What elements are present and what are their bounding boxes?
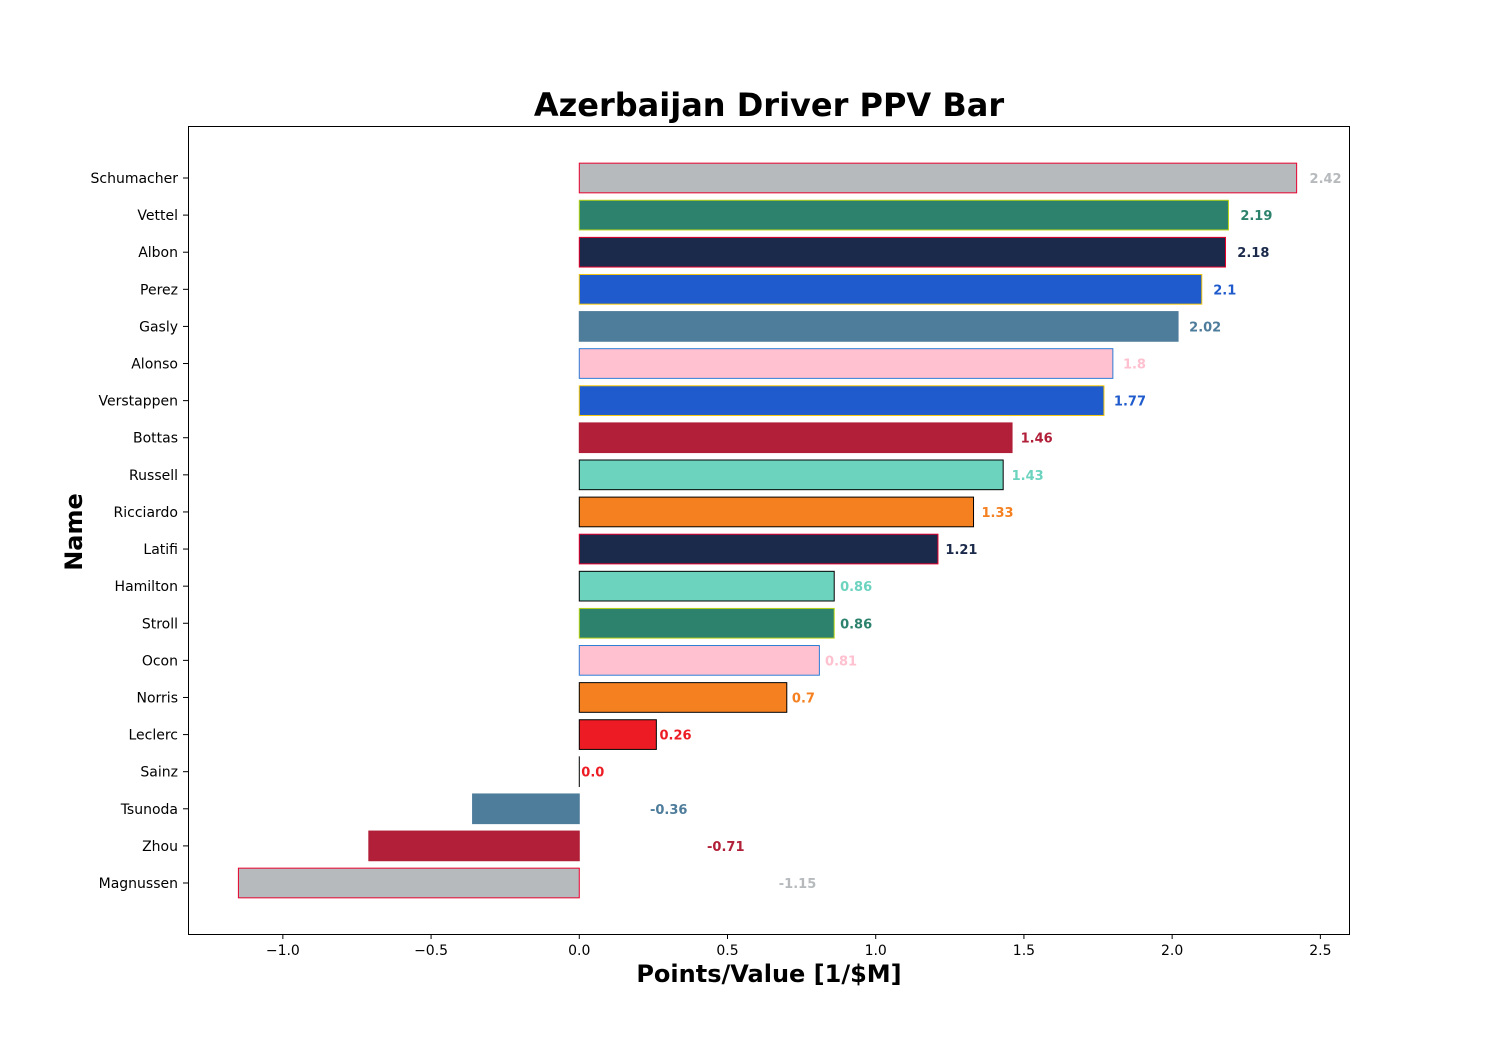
y-axis-label: Name: [60, 493, 88, 571]
y-tick-label: Ocon: [142, 653, 178, 669]
bar-alonso: [578, 348, 1114, 379]
y-tick-label: Verstappen: [99, 394, 178, 410]
chart-title: Azerbaijan Driver PPV Bar: [533, 86, 1005, 124]
x-tick-label: −1.0: [266, 943, 300, 959]
bar-russell: [578, 459, 1004, 491]
bar-albon: [578, 236, 1226, 268]
bar-value-label: -0.71: [707, 840, 744, 855]
bar-magnussen: [237, 867, 580, 899]
x-tick-label: 2.0: [1161, 943, 1183, 959]
bar-value-label: 0.26: [660, 729, 692, 744]
bar-value-label: 2.18: [1237, 246, 1269, 261]
bar-value-label: 0.86: [840, 617, 872, 632]
bar-value-label: 2.1: [1213, 283, 1236, 298]
bar-value-label: 1.77: [1114, 395, 1146, 410]
y-tick-label: Leclerc: [128, 728, 178, 744]
x-tick-label: 1.5: [1013, 943, 1035, 959]
bar-value-label: -0.36: [650, 803, 687, 818]
x-tick-label: 1.0: [865, 943, 887, 959]
bar-value-label: 0.81: [825, 654, 857, 669]
y-tick-label: Zhou: [142, 839, 178, 855]
bar-stroll: [578, 607, 835, 639]
bar-value-label: 1.8: [1123, 358, 1146, 373]
y-tick-label: Bottas: [133, 431, 178, 447]
y-tick-label: Sainz: [140, 765, 178, 781]
x-tick-label: −0.5: [414, 943, 448, 959]
bar-norris: [578, 682, 788, 713]
x-tick-label: 0.0: [568, 943, 590, 959]
bar-bottas: [578, 422, 1013, 454]
y-tick-label: Russell: [129, 468, 178, 484]
bar-value-label: 0.86: [840, 580, 872, 595]
bar-value-label: 2.02: [1189, 320, 1221, 335]
bar-value-label: 1.46: [1021, 432, 1053, 447]
y-tick-label: Norris: [137, 690, 179, 706]
bar-gasly: [578, 311, 1179, 342]
bar-ocon: [578, 645, 820, 676]
bar-schumacher: [578, 162, 1298, 194]
y-tick-label: Stroll: [142, 616, 178, 632]
bar-latifi: [578, 533, 939, 565]
x-axis-ticks: −1.0 −0.5 0.0 0.5 1.0 1.5 2.0 2.5: [266, 934, 1331, 959]
y-tick-label: Tsunoda: [120, 802, 178, 818]
bar-value-label: 1.43: [1012, 469, 1044, 484]
bar-value-label: 1.33: [982, 506, 1014, 521]
y-tick-label: Magnussen: [99, 876, 178, 892]
x-axis-label: Points/Value [1/$M]: [636, 960, 902, 988]
y-tick-label: Schumacher: [91, 171, 179, 187]
bar-value-label: 2.19: [1240, 209, 1272, 224]
bar-ricciardo: [578, 496, 975, 528]
y-tick-label: Albon: [138, 245, 178, 261]
y-tick-label: Gasly: [139, 319, 178, 335]
bar-zhou: [368, 830, 580, 862]
y-tick-label: Ricciardo: [114, 505, 178, 521]
bar-tsunoda: [472, 793, 580, 825]
y-tick-label: Hamilton: [115, 579, 178, 595]
y-axis-ticks: Schumacher Vettel Albon Perez Gasly Alonso Ver…: [91, 171, 188, 892]
bar-hamilton: [578, 570, 835, 602]
bars-layer: 2.42 2.19 2.18 2.1 2.02 1.8 1.77 1.46 1.43 1.33 1.…: [237, 162, 1342, 899]
bar-leclerc: [578, 719, 657, 750]
bar-value-label: 1.21: [945, 543, 977, 558]
y-tick-label: Alonso: [131, 357, 178, 373]
bar-perez: [578, 273, 1203, 305]
x-tick-label: 2.5: [1309, 943, 1331, 959]
y-tick-label: Latifi: [143, 542, 178, 558]
bar-value-label: 0.0: [581, 766, 604, 781]
bar-value-label: 0.7: [792, 691, 815, 706]
bar-vettel: [578, 199, 1229, 231]
x-tick-label: 0.5: [716, 943, 738, 959]
bar-value-label: 2.42: [1310, 172, 1342, 187]
bar-verstappen: [578, 385, 1105, 416]
y-tick-label: Vettel: [137, 208, 178, 224]
plot-frame: [188, 126, 1350, 935]
y-tick-label: Perez: [140, 282, 178, 298]
bar-value-label: -1.15: [779, 877, 816, 892]
